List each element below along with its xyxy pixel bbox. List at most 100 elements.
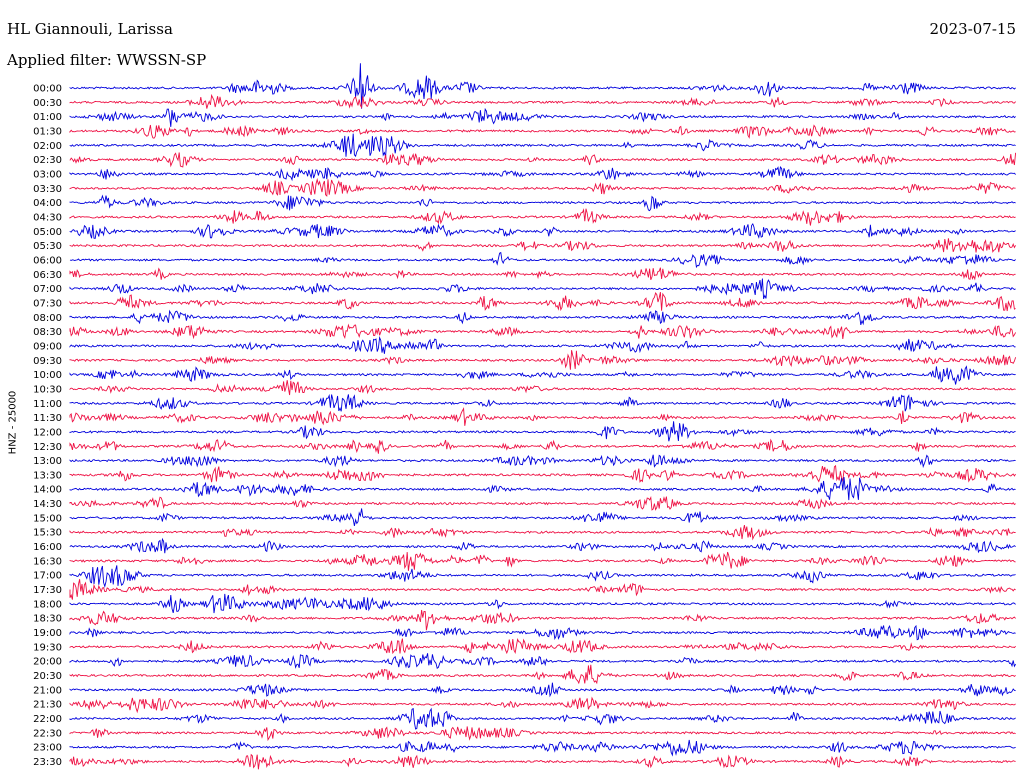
time-tick-label: 22:30 <box>33 728 62 739</box>
time-tick-label: 22:00 <box>33 714 62 725</box>
trace-line-2130 <box>69 696 1016 714</box>
time-tick-label: 23:30 <box>33 757 62 768</box>
trace-line-0500 <box>69 222 1016 239</box>
trace-group <box>69 63 1017 770</box>
trace-line-0030 <box>69 93 1016 109</box>
time-tick-label: 04:00 <box>33 198 62 209</box>
time-tick-label: 02:30 <box>33 155 62 166</box>
trace-line-1630 <box>69 551 1016 571</box>
time-tick-label: 02:00 <box>33 141 62 152</box>
trace-line-0700 <box>69 278 1016 300</box>
time-tick-label: 09:00 <box>33 341 62 352</box>
time-tick-label: 06:00 <box>33 255 62 266</box>
trace-line-1030 <box>69 380 1016 396</box>
trace-line-0900 <box>69 335 1016 354</box>
time-tick-label: 09:30 <box>33 356 62 367</box>
trace-line-1500 <box>69 508 1016 526</box>
time-tick-label: 03:00 <box>33 169 62 180</box>
time-tick-label: 07:30 <box>33 298 62 309</box>
time-tick-label: 14:00 <box>33 485 62 496</box>
time-tick-label: 21:00 <box>33 685 62 696</box>
time-tick-label: 03:30 <box>33 184 62 195</box>
time-tick-label: 07:00 <box>33 284 62 295</box>
time-tick-label: 13:30 <box>33 470 62 481</box>
trace-line-0730 <box>69 291 1016 312</box>
time-tick-label: 00:30 <box>33 98 62 109</box>
time-tick-label: 01:00 <box>33 112 62 123</box>
trace-line-0100 <box>69 107 1016 127</box>
trace-line-2300 <box>69 739 1016 757</box>
station-title: HL Giannouli, Larissa <box>7 20 173 38</box>
trace-line-1930 <box>69 638 1016 655</box>
time-tick-label: 16:30 <box>33 556 62 567</box>
trace-line-1530 <box>69 525 1016 541</box>
trace-line-0200 <box>69 133 1016 158</box>
time-tick-label: 16:00 <box>33 542 62 553</box>
time-tick-label: 19:00 <box>33 628 62 639</box>
trace-line-0530 <box>69 238 1016 253</box>
time-tick-label: 15:30 <box>33 528 62 539</box>
trace-line-1830 <box>69 609 1016 631</box>
trace-line-1700 <box>69 565 1016 589</box>
trace-line-2230 <box>69 726 1016 742</box>
time-tick-label: 15:00 <box>33 513 62 524</box>
time-tick-labels: 00:00 00:30 01:00 01:30 02:00 02:30 03:00 03:30… <box>33 84 62 769</box>
time-tick-label: 13:00 <box>33 456 62 467</box>
time-tick-label: 17:30 <box>33 585 62 596</box>
trace-line-0800 <box>69 309 1016 326</box>
trace-line-2100 <box>69 682 1016 698</box>
time-tick-label: 17:00 <box>33 571 62 582</box>
trace-line-1400 <box>69 477 1016 501</box>
trace-line-1200 <box>69 421 1016 442</box>
trace-line-0130 <box>69 124 1016 139</box>
trace-line-1100 <box>69 393 1016 412</box>
time-tick-label: 19:30 <box>33 642 62 653</box>
trace-line-1800 <box>69 593 1016 614</box>
trace-line-0830 <box>69 323 1017 340</box>
trace-line-1230 <box>69 438 1016 454</box>
time-tick-label: 23:00 <box>33 743 62 754</box>
time-tick-label: 12:30 <box>33 442 62 453</box>
trace-line-1430 <box>69 496 1016 511</box>
time-tick-label: 11:00 <box>33 399 62 410</box>
time-tick-label: 00:00 <box>33 84 62 95</box>
trace-line-0300 <box>69 166 1016 182</box>
trace-line-2200 <box>69 707 1016 730</box>
time-tick-label: 01:30 <box>33 126 62 137</box>
trace-line-0230 <box>69 152 1017 168</box>
trace-line-2030 <box>69 664 1016 685</box>
trace-line-0930 <box>69 350 1017 370</box>
trace-line-0330 <box>69 177 1016 197</box>
trace-line-1130 <box>69 407 1016 426</box>
time-tick-label: 20:00 <box>33 657 62 668</box>
time-tick-label: 10:30 <box>33 384 62 395</box>
time-tick-label: 21:30 <box>33 700 62 711</box>
trace-line-1600 <box>69 537 1016 554</box>
trace-line-1900 <box>69 624 1016 641</box>
trace-line-1300 <box>69 454 1016 469</box>
time-tick-label: 06:30 <box>33 270 62 281</box>
trace-line-1000 <box>69 365 1016 385</box>
date-label: 2023-07-15 <box>929 20 1016 38</box>
trace-line-1330 <box>69 464 1016 483</box>
time-tick-label: 08:00 <box>33 313 62 324</box>
trace-line-1730 <box>69 579 1016 600</box>
trace-line-2000 <box>69 653 1016 669</box>
time-tick-label: 05:00 <box>33 227 62 238</box>
time-tick-label: 20:30 <box>33 671 62 682</box>
time-tick-label: 18:30 <box>33 614 62 625</box>
time-tick-label: 10:00 <box>33 370 62 381</box>
trace-line-0630 <box>69 267 1016 281</box>
time-tick-label: 08:30 <box>33 327 62 338</box>
time-tick-label: 11:30 <box>33 413 62 424</box>
trace-line-0000 <box>69 63 1016 109</box>
trace-line-0600 <box>69 251 1016 269</box>
time-tick-label: 18:00 <box>33 599 62 610</box>
time-tick-label: 04:30 <box>33 212 62 223</box>
time-tick-label: 14:30 <box>33 499 62 510</box>
time-tick-label: 12:00 <box>33 427 62 438</box>
trace-line-0430 <box>69 208 1016 226</box>
filter-label: Applied filter: WWSSN-SP <box>7 51 207 69</box>
time-tick-label: 05:30 <box>33 241 62 252</box>
